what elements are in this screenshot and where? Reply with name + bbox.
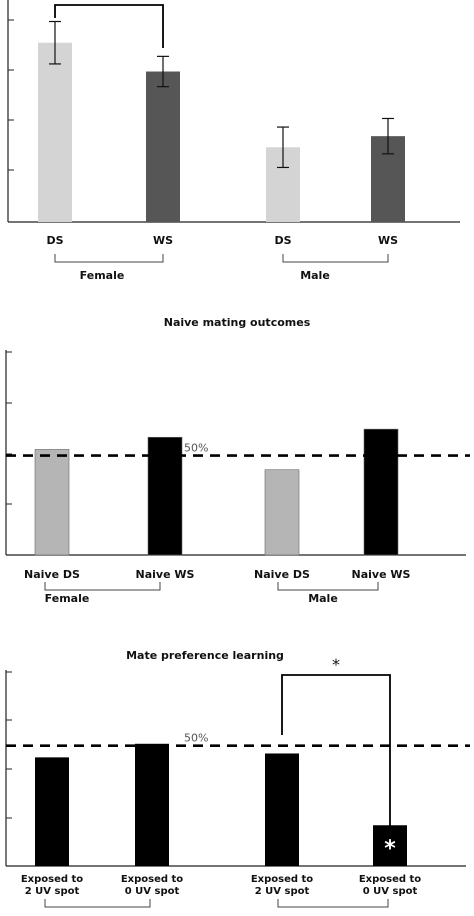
group-label: Male <box>308 592 338 605</box>
significance-label: * <box>332 655 340 674</box>
bar <box>373 825 407 866</box>
significance-bracket <box>54 4 164 48</box>
panel-3: Mate preference learning 50% Exposed to 2… <box>5 649 470 908</box>
panel-1: DS WS DS WS Female Male <box>7 0 460 282</box>
tick-label: Exposed to 0 UV spot <box>359 874 421 897</box>
tick-label: WS <box>153 234 173 247</box>
bar <box>34 449 70 556</box>
bar <box>264 469 300 556</box>
tick-label: Naive WS <box>352 568 411 581</box>
tick-label: Naive DS <box>24 568 80 581</box>
reference-line-label: 50% <box>184 732 208 745</box>
group-bracket <box>277 582 379 591</box>
group-bracket <box>282 254 389 263</box>
tick-label: WS <box>378 234 398 247</box>
panel-2: Naive mating outcomes 50% Naive DS Naive … <box>5 316 470 605</box>
group-label: Male <box>300 269 330 282</box>
tick-label: DS <box>274 234 291 247</box>
chart-title: Naive mating outcomes <box>164 316 311 329</box>
group-bracket <box>44 582 161 591</box>
reference-line-label: 50% <box>184 442 208 455</box>
group-bracket <box>54 254 164 263</box>
tick-label: Exposed to 2 UV spot <box>251 874 313 897</box>
significance-bracket <box>281 674 391 830</box>
group-bracket <box>44 899 151 908</box>
chart-title: Mate preference learning <box>126 649 284 662</box>
bar <box>265 753 299 866</box>
tick-label: Exposed to 0 UV spot <box>121 874 183 897</box>
group-label: Female <box>80 269 125 282</box>
group-bracket <box>277 899 389 908</box>
bar <box>147 436 183 556</box>
tick-label: DS <box>46 234 63 247</box>
bar-annotation: * <box>384 837 396 862</box>
bar <box>135 743 169 866</box>
bar <box>363 428 399 556</box>
tick-label: Naive DS <box>254 568 310 581</box>
group-label: Female <box>45 592 90 605</box>
bar <box>38 42 72 222</box>
tick-label: Exposed to 2 UV spot <box>21 874 83 897</box>
bar <box>35 757 69 866</box>
bar <box>146 71 180 222</box>
tick-label: Naive WS <box>136 568 195 581</box>
